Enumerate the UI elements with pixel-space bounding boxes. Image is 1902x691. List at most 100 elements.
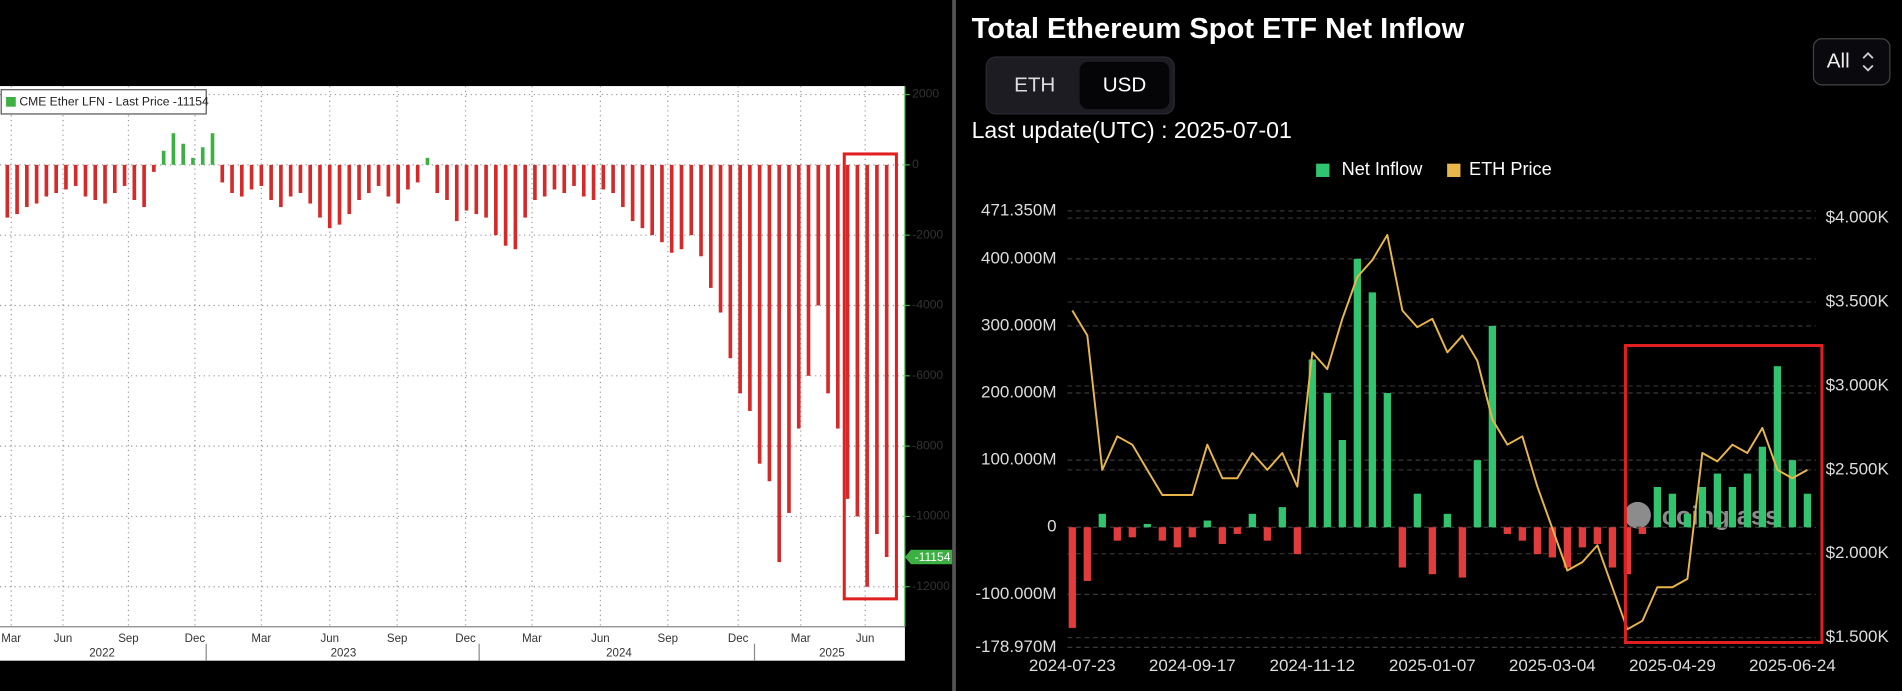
bar bbox=[669, 164, 674, 253]
legend-label: Net Inflow bbox=[1342, 159, 1424, 179]
bar bbox=[1653, 486, 1662, 528]
bar bbox=[132, 164, 137, 201]
bar bbox=[1743, 473, 1752, 528]
y2-tick-label: $4.000K bbox=[1826, 208, 1890, 227]
bar bbox=[376, 164, 381, 186]
y-tick-label: -6000 bbox=[912, 368, 943, 382]
bar bbox=[1158, 527, 1166, 541]
bar bbox=[601, 164, 606, 190]
bar bbox=[171, 133, 176, 165]
bar bbox=[621, 164, 625, 208]
bar bbox=[298, 164, 303, 193]
range-selector-label[interactable]: All bbox=[1827, 49, 1850, 72]
bar bbox=[884, 164, 889, 557]
bar bbox=[93, 164, 98, 201]
bar bbox=[1068, 527, 1076, 628]
bar bbox=[1773, 366, 1782, 528]
bar bbox=[83, 164, 88, 197]
bar bbox=[1218, 527, 1226, 545]
price-line bbox=[1071, 233, 1808, 631]
bar bbox=[367, 164, 371, 193]
bar bbox=[1593, 527, 1602, 545]
bar bbox=[1698, 486, 1707, 528]
year-label: 2025 bbox=[819, 647, 845, 659]
bar bbox=[347, 164, 352, 215]
bar bbox=[1608, 527, 1617, 568]
bar bbox=[650, 164, 654, 236]
bar bbox=[1788, 460, 1797, 528]
bar bbox=[1128, 527, 1136, 538]
bar bbox=[503, 164, 508, 246]
toggle-selected[interactable] bbox=[1079, 61, 1170, 110]
bar bbox=[406, 164, 410, 190]
x-tick-label: 2024-07-23 bbox=[1029, 656, 1116, 675]
bar bbox=[718, 164, 723, 313]
highlight-box bbox=[842, 152, 898, 601]
year-label: 2024 bbox=[606, 647, 632, 659]
toggle-usd[interactable]: USD bbox=[1103, 74, 1147, 97]
bar bbox=[415, 164, 420, 183]
bar bbox=[1233, 527, 1241, 534]
bar bbox=[562, 164, 567, 193]
bar bbox=[357, 164, 361, 201]
bar bbox=[1398, 527, 1406, 568]
bar bbox=[1443, 513, 1451, 528]
bar bbox=[708, 164, 713, 288]
x-tick-label: Mar bbox=[251, 633, 271, 645]
bar bbox=[308, 164, 313, 204]
bar bbox=[44, 164, 49, 197]
legend-label: CME Ether LFN - Last Price -11154 bbox=[19, 95, 209, 109]
bar bbox=[54, 164, 58, 193]
y-tick-label: 2000 bbox=[912, 87, 939, 101]
bar bbox=[181, 143, 186, 165]
range-selector[interactable] bbox=[1812, 38, 1891, 86]
last-update: Last update(UTC) : 2025-07-01 bbox=[972, 117, 1292, 143]
bar bbox=[1623, 527, 1632, 575]
bar bbox=[396, 164, 400, 204]
left-chart: CME Ether LFN - Last Price -11154 2000 0 -… bbox=[0, 86, 953, 661]
bar bbox=[161, 150, 166, 165]
bar bbox=[1188, 527, 1196, 538]
bar bbox=[816, 164, 821, 306]
bar bbox=[660, 164, 664, 243]
bar bbox=[1518, 527, 1526, 541]
y-tick-label: -178.970M bbox=[975, 637, 1056, 656]
bar bbox=[689, 164, 694, 236]
bar bbox=[1638, 527, 1647, 534]
bar bbox=[1503, 527, 1511, 534]
bar bbox=[210, 133, 215, 165]
bar bbox=[1473, 460, 1481, 528]
y-tick-label: -2000 bbox=[912, 227, 943, 241]
toggle-eth[interactable]: ETH bbox=[1014, 74, 1055, 97]
bar bbox=[1263, 527, 1271, 541]
bar bbox=[513, 164, 518, 250]
legend-swatch bbox=[1316, 163, 1330, 177]
right-chart: Total Ethereum Spot ETF Net Inflow ETH U… bbox=[972, 13, 1891, 675]
bar bbox=[425, 157, 430, 165]
x-tick-label: Sep bbox=[658, 633, 679, 645]
x-tick-label: Dec bbox=[728, 633, 749, 645]
bar bbox=[112, 164, 117, 193]
bar bbox=[386, 164, 391, 197]
legend-box bbox=[0, 89, 207, 115]
bar bbox=[249, 164, 254, 190]
y2-tick-label: $3.500K bbox=[1826, 292, 1890, 311]
bar bbox=[1413, 493, 1421, 528]
x-tick-label: Dec bbox=[455, 633, 476, 645]
bar bbox=[542, 164, 547, 197]
bar bbox=[552, 164, 557, 190]
bar bbox=[73, 164, 78, 186]
year-label: 2023 bbox=[331, 647, 357, 659]
legend-swatch bbox=[6, 96, 16, 107]
bar bbox=[1533, 527, 1541, 555]
y-tick-label: -10000 bbox=[912, 509, 950, 523]
bar bbox=[591, 164, 596, 201]
y-tick-label: -12000 bbox=[912, 579, 950, 593]
bar bbox=[1713, 473, 1722, 528]
bar bbox=[464, 164, 469, 211]
bar bbox=[1113, 527, 1121, 541]
bar bbox=[484, 164, 488, 218]
bar bbox=[1248, 513, 1256, 528]
bar bbox=[1323, 393, 1331, 528]
